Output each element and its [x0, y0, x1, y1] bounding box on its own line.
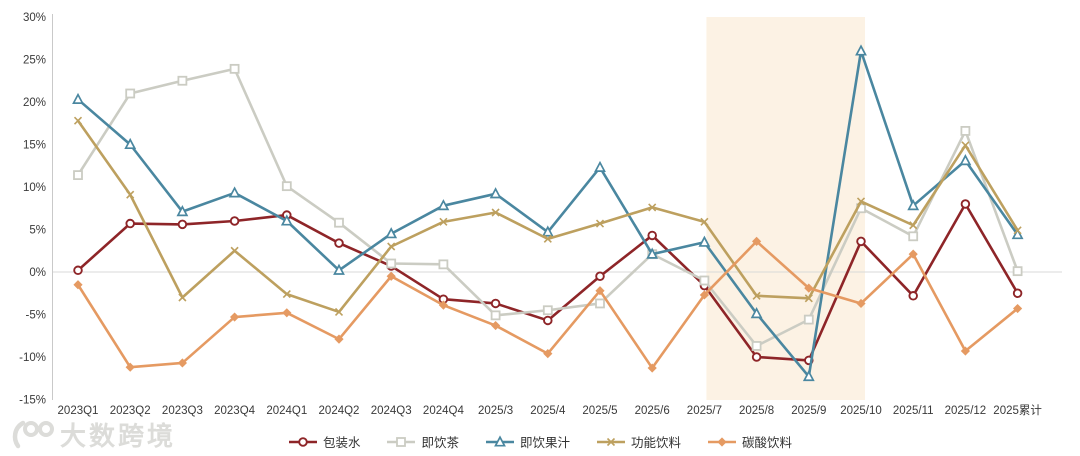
- legend-item-packaged-water[interactable]: 包装水: [288, 432, 361, 451]
- legend-marker-energy-drink-icon: [597, 437, 625, 446]
- series-energy-drink: [73, 116, 1022, 317]
- legend-marker-rtd-tea-icon: [387, 436, 416, 447]
- legend-label: 功能饮料: [631, 436, 682, 450]
- x-tick-label: 2025/8: [739, 405, 774, 417]
- x-tick-label: 2025/4: [530, 405, 566, 417]
- legend-marker-rtd-juice-icon: [485, 434, 514, 447]
- series-packaged-water: [73, 199, 1023, 366]
- legend-label: 即饮果汁: [519, 436, 570, 450]
- x-tick-label: 2025/12: [945, 405, 987, 417]
- x-tick-label: 2024Q4: [423, 405, 465, 417]
- y-tick-label: -10%: [19, 352, 46, 364]
- x-tick-label: 2025/3: [478, 405, 513, 417]
- y-tick-label: 20%: [23, 97, 46, 109]
- x-tick-label: 2025/6: [635, 405, 670, 417]
- legend-item-energy-drink[interactable]: 功能饮料: [596, 432, 681, 451]
- y-tick-label: 5%: [29, 225, 46, 237]
- series-rtd-juice: [72, 44, 1024, 382]
- chart-legend: 包装水 即饮茶 即饮果汁 功能饮料 碳酸饮料: [0, 432, 1080, 451]
- x-tick-label: 2024Q2: [319, 405, 360, 417]
- y-tick-label: 10%: [23, 182, 46, 194]
- y-tick-label: -5%: [26, 310, 46, 322]
- y-tick-label: 25%: [23, 55, 46, 67]
- x-tick-label: 2025/7: [687, 405, 722, 417]
- series-carbonated-drink: [73, 236, 1023, 373]
- x-tick-label: 2025/11: [893, 405, 934, 417]
- x-tick-label: 2023Q3: [162, 405, 203, 417]
- x-tick-label: 2025累计: [993, 404, 1042, 417]
- x-tick-label: 2024Q1: [266, 405, 307, 417]
- highlight-band: [706, 17, 865, 400]
- legend-label: 即饮茶: [421, 436, 459, 450]
- y-tick-label: 15%: [23, 140, 46, 152]
- x-tick-label: 2023Q4: [214, 405, 256, 417]
- legend-marker-carbonated-drink-icon: [708, 436, 737, 447]
- legend-label: 碳酸饮料: [742, 436, 793, 450]
- legend-item-rtd-tea[interactable]: 即饮茶: [386, 432, 459, 451]
- x-tick-label: 2024Q3: [371, 405, 412, 417]
- x-tick-label: 2023Q1: [58, 405, 99, 417]
- series-line-rtd-juice: [76, 49, 1019, 378]
- legend-marker-packaged-water-icon: [288, 436, 317, 447]
- x-tick-label: 2025/9: [791, 405, 826, 417]
- y-tick-label: -15%: [19, 395, 46, 407]
- y-tick-label: 30%: [23, 12, 46, 24]
- legend-item-carbonated-drink[interactable]: 碳酸饮料: [707, 432, 792, 451]
- x-tick-label: 2025/10: [840, 405, 882, 417]
- x-tick-label: 2023Q2: [110, 405, 151, 417]
- legend-label: 包装水: [322, 436, 361, 450]
- x-tick-label: 2025/5: [582, 405, 617, 417]
- y-tick-label: 0%: [29, 267, 46, 279]
- legend-item-rtd-juice[interactable]: 即饮果汁: [485, 432, 570, 451]
